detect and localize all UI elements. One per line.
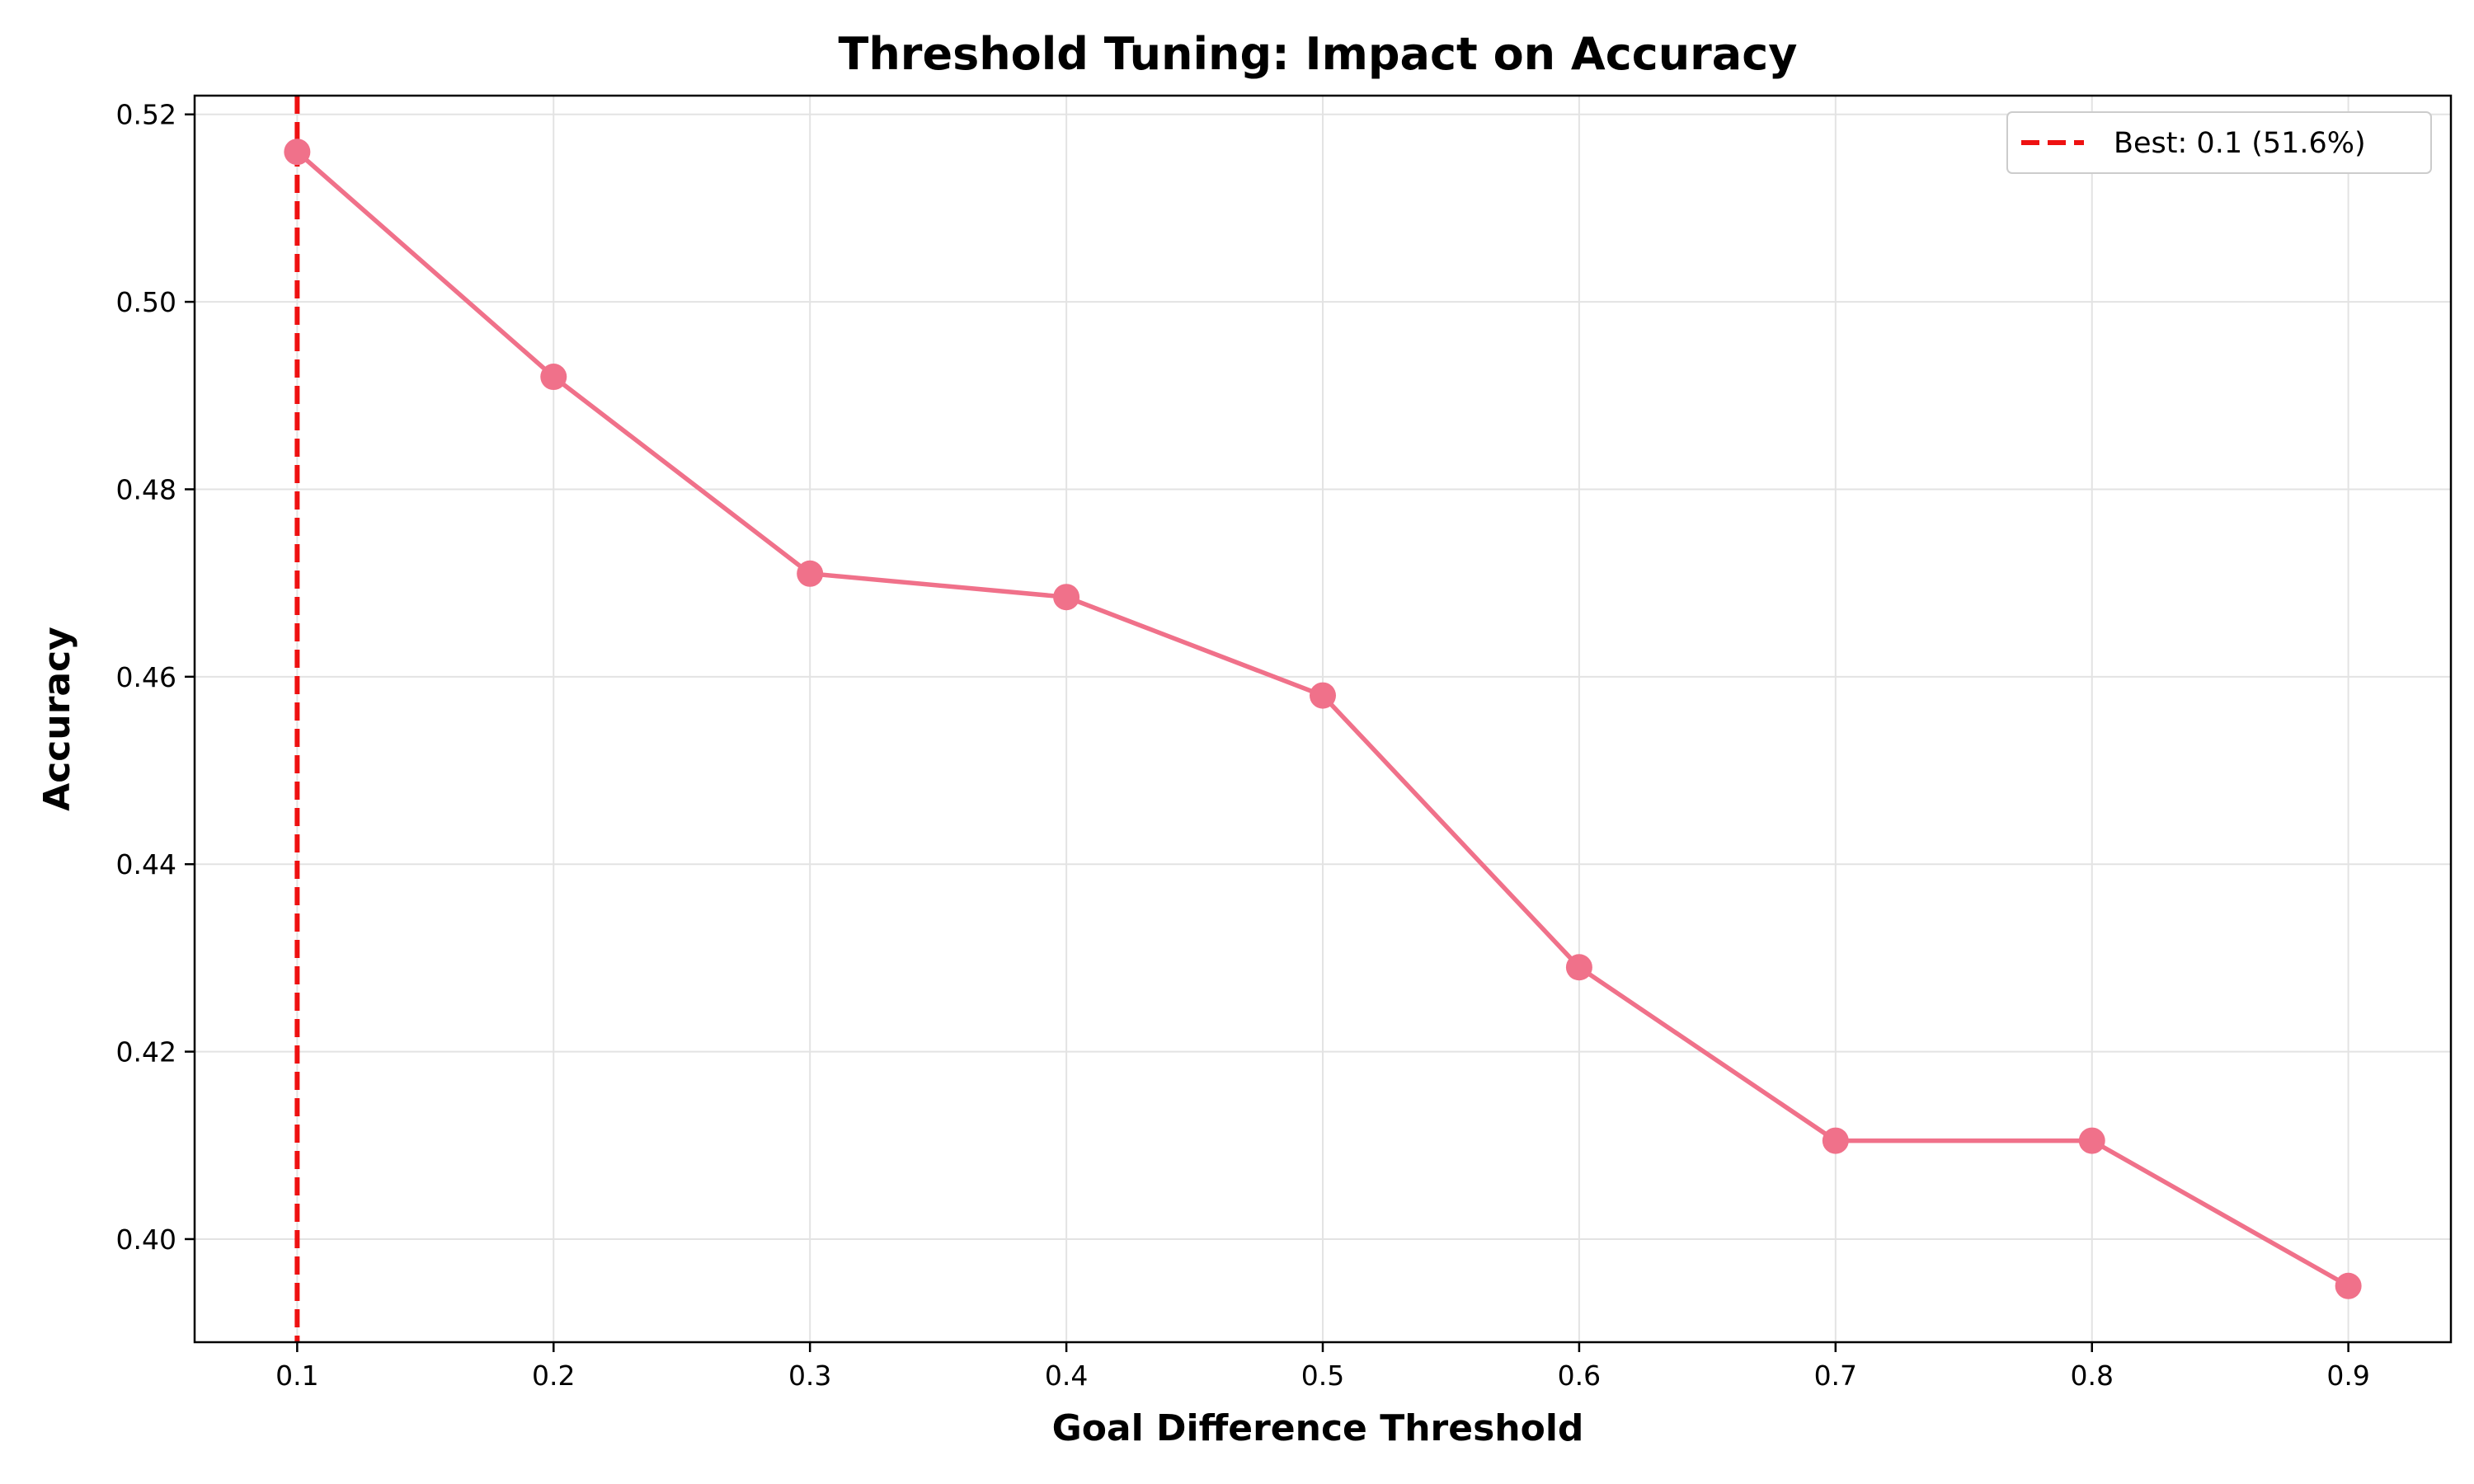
axis-ticks: 0.1 0.2 0.3 0.4 0.5 0.6 0.7 0.8 0.9 0.40 0.42 0.44 0… <box>116 99 2370 1392</box>
y-tick-label: 0.50 <box>116 286 176 318</box>
x-tick-label: 0.8 <box>2070 1360 2113 1392</box>
y-tick-label: 0.40 <box>116 1223 176 1256</box>
data-point <box>2335 1272 2362 1299</box>
data-point <box>2078 1127 2105 1154</box>
data-point <box>1822 1127 1849 1154</box>
x-tick-label: 0.3 <box>788 1360 831 1392</box>
legend-box <box>2006 111 2432 174</box>
data-point <box>1565 954 1592 981</box>
y-tick-label: 0.48 <box>116 473 176 505</box>
x-tick-label: 0.7 <box>1814 1360 1857 1392</box>
x-tick-label: 0.5 <box>1301 1360 1344 1392</box>
data-point <box>540 364 567 391</box>
y-tick-label: 0.44 <box>116 848 176 881</box>
x-tick-label: 0.2 <box>532 1360 575 1392</box>
chart-title: Threshold Tuning: Impact on Accuracy <box>839 28 1798 80</box>
x-tick-label: 0.9 <box>2326 1360 2369 1392</box>
y-tick-label: 0.42 <box>116 1036 176 1068</box>
y-tick-label: 0.46 <box>116 661 176 693</box>
x-tick-label: 0.1 <box>275 1360 318 1392</box>
grid-lines <box>195 96 2451 1342</box>
legend: Best: 0.1 (51.6%) <box>2006 111 2432 174</box>
plot-frame <box>193 94 2453 1344</box>
y-axis-title: Accuracy <box>36 627 78 811</box>
x-axis-title: Goal Difference Threshold <box>1052 1407 1584 1449</box>
y-tick-label: 0.52 <box>116 99 176 131</box>
data-point <box>284 139 311 166</box>
data-point <box>1310 682 1336 709</box>
data-point <box>1053 584 1080 611</box>
legend-label: Best: 0.1 (51.6%) <box>2114 127 2366 160</box>
x-tick-label: 0.6 <box>1558 1360 1601 1392</box>
data-point <box>797 560 824 587</box>
accuracy-series <box>284 139 2362 1299</box>
x-tick-label: 0.4 <box>1045 1360 1088 1392</box>
